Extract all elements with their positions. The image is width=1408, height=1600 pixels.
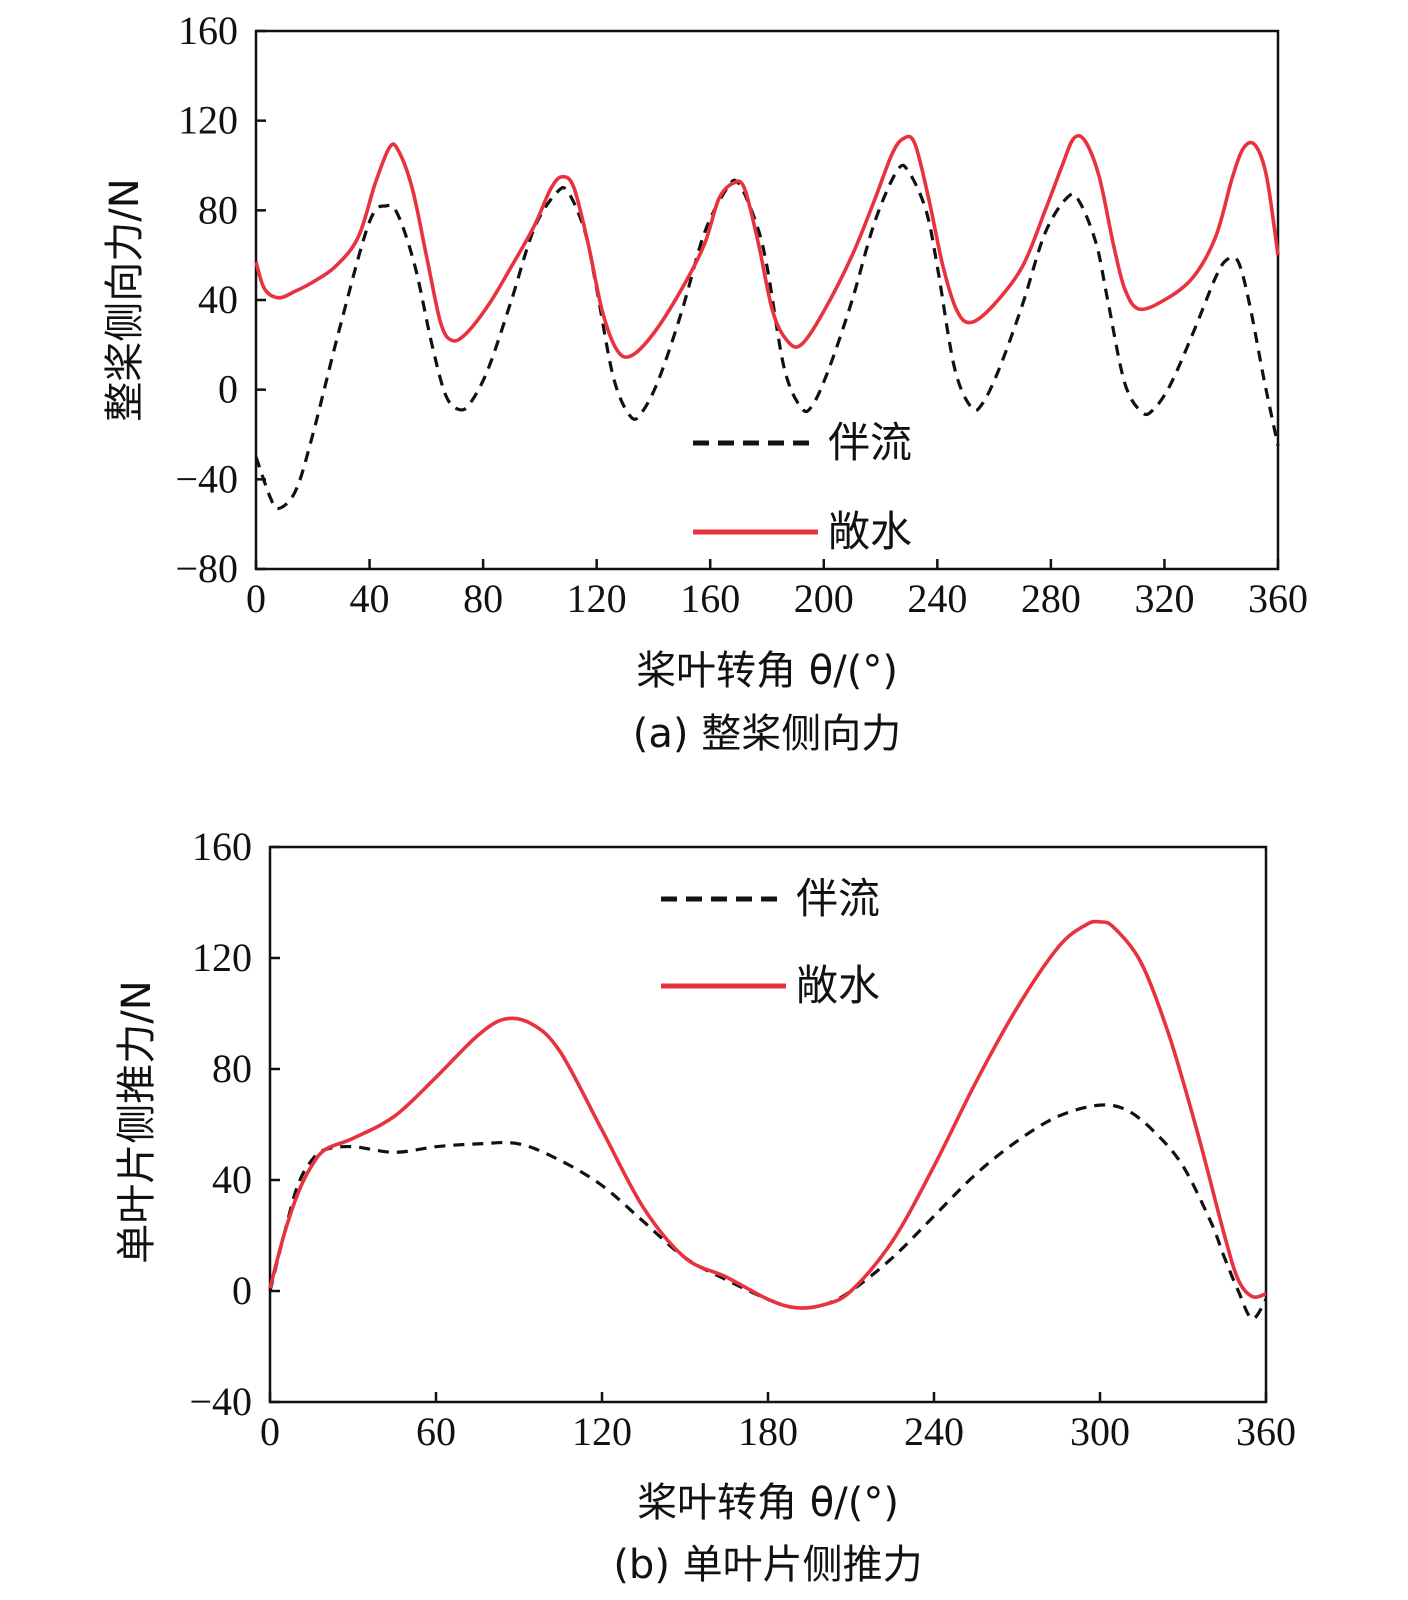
x-tick-label: 320: [1134, 576, 1194, 621]
y-tick-label: −80: [175, 546, 238, 591]
plot-frame: [254, 29, 1280, 571]
x-tick-label: 360: [1236, 1409, 1296, 1454]
x-tick-label: 160: [680, 576, 740, 621]
x-tick-label: 0: [246, 576, 266, 621]
series-line-wake: [268, 1103, 1268, 1321]
chart-caption: (a) 整桨侧向力: [633, 711, 901, 757]
x-axis-title: 桨叶转角 θ/(°): [637, 1480, 899, 1526]
chart-lateral-force-whole-propeller: 0 40 80 120 160 200 240 280 320 360 160 120 80 40 0 −40…: [102, 8, 1308, 757]
chart-caption: (b) 单叶片侧推力: [613, 1542, 922, 1588]
x-tick-label: 360: [1248, 576, 1308, 621]
y-tick-label: 160: [192, 824, 252, 869]
axis-ticks: 0 40 80 120 160 200 240 280 320 360 160 120 80 40 0 −40…: [175, 8, 1308, 621]
y-axis-title: 整桨侧向力/N: [102, 178, 148, 421]
x-tick-label: 120: [567, 576, 627, 621]
x-tick-label: 0: [260, 1409, 280, 1454]
legend: 伴流 敞水: [661, 874, 880, 1010]
x-tick-label: 300: [1070, 1409, 1130, 1454]
x-axis-title: 桨叶转角 θ/(°): [636, 648, 898, 694]
legend-label-open-water: 敞水: [796, 961, 880, 1010]
y-tick-label: 0: [218, 367, 238, 412]
legend-label-wake: 伴流: [828, 418, 912, 467]
x-tick-label: 60: [416, 1409, 456, 1454]
x-tick-label: 280: [1021, 576, 1081, 621]
y-tick-label: 40: [198, 277, 238, 322]
x-tick-label: 120: [572, 1409, 632, 1454]
y-tick-label: 80: [212, 1046, 252, 1091]
series-line-open-water: [254, 134, 1280, 359]
y-tick-label: −40: [189, 1379, 252, 1424]
x-tick-label: 180: [738, 1409, 798, 1454]
x-tick-label: 240: [904, 1409, 964, 1454]
x-tick-label: 240: [907, 576, 967, 621]
y-tick-label: 0: [232, 1268, 252, 1313]
x-tick-label: 200: [794, 576, 854, 621]
legend-label-wake: 伴流: [796, 874, 880, 923]
x-tick-label: 80: [463, 576, 503, 621]
series-lines: [254, 134, 1280, 511]
series-line-wake: [254, 163, 1280, 511]
legend-label-open-water: 敞水: [828, 507, 912, 556]
y-tick-label: 40: [212, 1157, 252, 1202]
series-lines: [268, 919, 1268, 1321]
y-tick-label: 120: [178, 98, 238, 143]
legend: 伴流 敞水: [693, 418, 912, 556]
y-tick-label: 120: [192, 935, 252, 980]
y-tick-label: −40: [175, 456, 238, 501]
y-axis-title: 单叶片侧推力/N: [114, 980, 160, 1263]
y-tick-label: 80: [198, 187, 238, 232]
series-line-open-water: [268, 919, 1267, 1310]
y-tick-label: 160: [178, 8, 238, 53]
x-tick-label: 40: [350, 576, 390, 621]
